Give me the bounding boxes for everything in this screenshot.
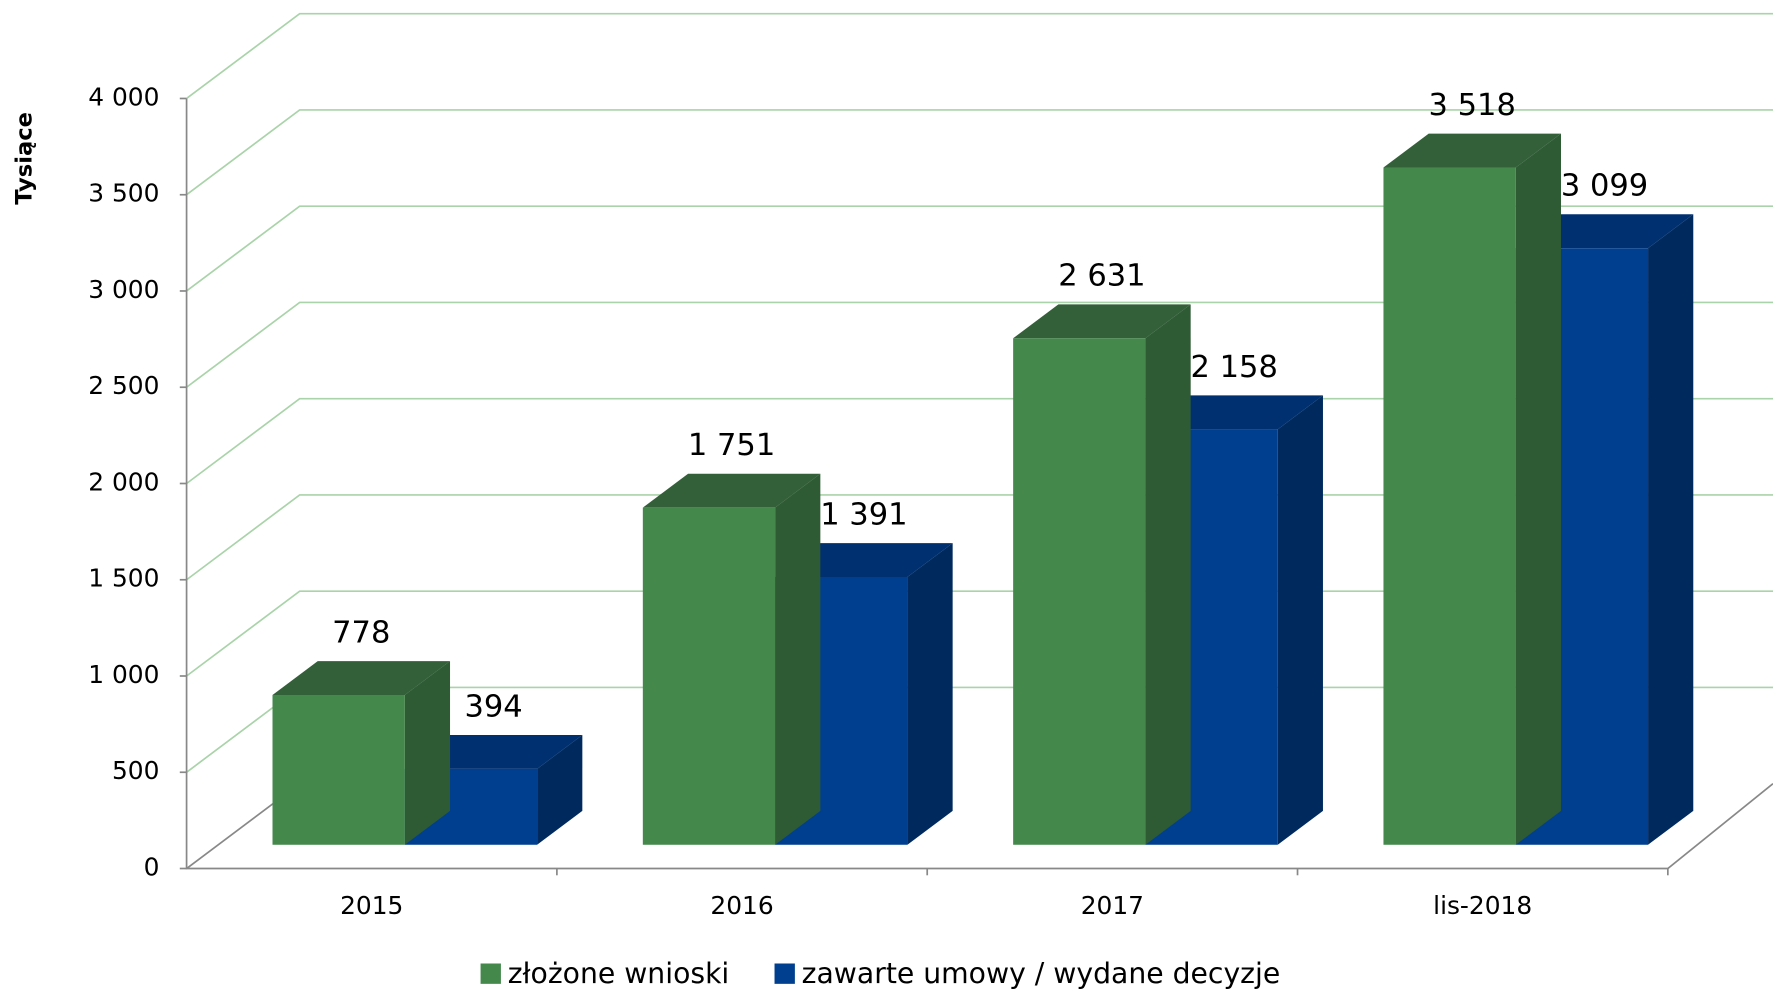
bar-side <box>404 661 451 845</box>
y-tick-label: 3 000 <box>88 275 159 304</box>
grid-line <box>186 301 1773 388</box>
y-tick-label: 1 000 <box>88 660 159 689</box>
legend-swatch <box>774 963 795 984</box>
y-tick-label: 4 000 <box>88 82 159 111</box>
grid-line <box>186 12 1773 100</box>
grid-line <box>186 109 1773 196</box>
y-tick-label: 500 <box>112 756 159 785</box>
y-tick-label: 3 500 <box>88 179 159 208</box>
value-label: 1 751 <box>688 428 775 463</box>
y-tick-label: 1 500 <box>88 564 159 593</box>
value-label: 3 518 <box>1429 88 1516 123</box>
legend-label: zawarte umowy / wydane decyzje <box>802 957 1281 990</box>
bar-top <box>642 473 821 508</box>
bar-side <box>907 543 953 845</box>
y-tick-label: 2 500 <box>88 371 159 400</box>
y-tick-label: 2 000 <box>88 467 159 496</box>
bar-top <box>1383 133 1561 168</box>
x-tick-label: 2016 <box>710 891 773 920</box>
bar-side <box>1648 214 1694 845</box>
bar-side <box>1145 304 1191 845</box>
x-tick-label: lis-2018 <box>1433 891 1532 920</box>
bar-top <box>272 661 451 695</box>
value-label: 1 391 <box>820 497 907 532</box>
bar <box>642 507 776 845</box>
bar-top <box>1013 304 1191 339</box>
y-tick-label: 0 <box>144 853 160 882</box>
value-label: 3 099 <box>1561 169 1648 204</box>
bar-side <box>1277 395 1323 845</box>
value-label: 2 158 <box>1191 350 1278 385</box>
bar-side <box>537 734 583 845</box>
bar-side <box>775 473 821 845</box>
bar <box>272 694 405 845</box>
legend-label: złożone wnioski <box>508 957 730 990</box>
y-axis-label: Tysiące <box>11 112 37 205</box>
bar-side <box>1515 133 1561 845</box>
legend-swatch <box>480 963 501 984</box>
x-tick-label: 2017 <box>1081 891 1144 920</box>
grid-line <box>186 205 1773 292</box>
bar <box>1013 338 1146 845</box>
value-label: 2 631 <box>1058 259 1145 294</box>
x-tick-label: 2015 <box>340 891 403 920</box>
bar <box>1383 167 1516 845</box>
value-label: 778 <box>332 615 390 650</box>
value-label: 394 <box>464 689 522 724</box>
